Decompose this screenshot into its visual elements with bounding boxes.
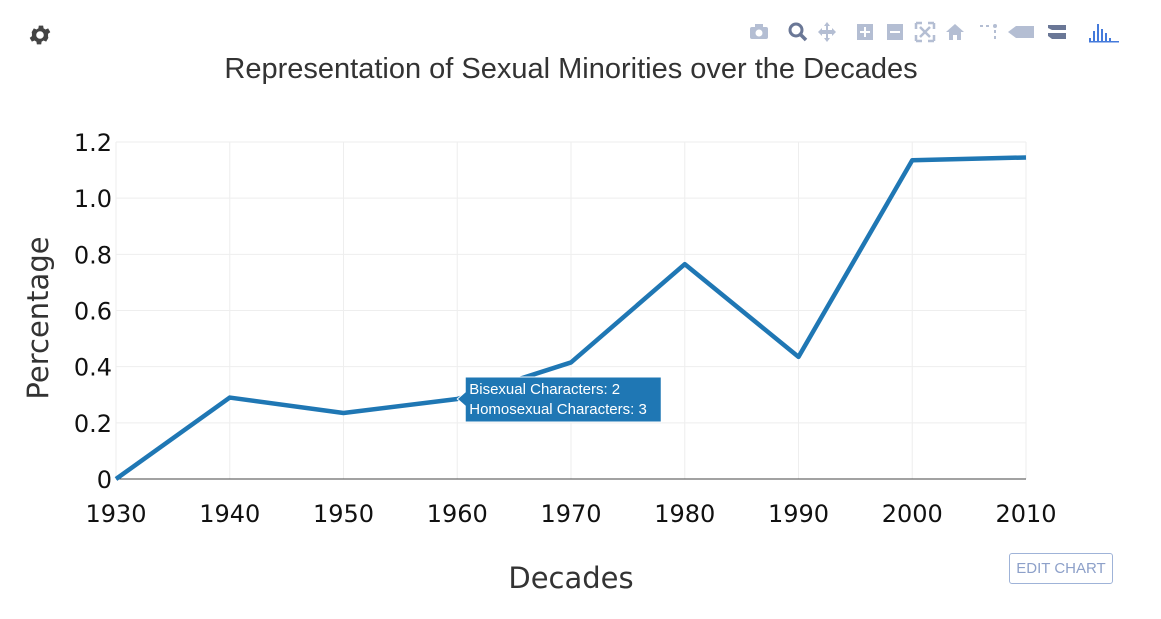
y-axis-ticks: 0 0.2 0.4 0.6 0.8 1.0 1.2 (74, 129, 112, 494)
toggle-spike-lines-button[interactable] (976, 18, 1002, 46)
grid (115, 141, 1027, 479)
modebar (744, 18, 1124, 46)
x-tick-label: 1960 (427, 500, 488, 528)
download-png-button[interactable] (746, 18, 772, 46)
autoscale-icon (914, 21, 936, 43)
x-tick-label: 1930 (85, 500, 146, 528)
camera-icon (750, 24, 768, 39)
x-tick-label: 1980 (654, 500, 715, 528)
x-axis-ticks: 1930 1940 1950 1960 1970 1980 1990 2000 2010 (85, 500, 1056, 528)
y-tick-label: 0.8 (74, 241, 112, 269)
spike-lines-icon (980, 24, 997, 39)
reset-axes-button[interactable] (942, 18, 968, 46)
x-axis-title: Decades (508, 561, 633, 595)
hover-compare-button[interactable] (1044, 18, 1078, 46)
hover-tooltip-line: Homosexual Characters: 3 (469, 401, 647, 418)
pan-button[interactable] (814, 18, 840, 46)
hover-tooltip-box (456, 376, 662, 423)
y-tick-label: 1.2 (74, 129, 112, 157)
edit-chart-button[interactable]: EDIT CHART (1009, 553, 1113, 584)
zoom-out-icon (887, 24, 903, 40)
hover-closest-icon (1008, 26, 1034, 38)
home-icon (946, 24, 964, 40)
chart-title: Representation of Sexual Minorities over… (224, 53, 917, 85)
autoscale-button[interactable] (912, 18, 938, 46)
plotly-logo-button[interactable] (1086, 18, 1120, 46)
series-layer (114, 155, 1027, 481)
y-tick-label: 0 (97, 466, 112, 494)
pan-icon (818, 22, 836, 42)
zoom-in-icon (857, 24, 873, 40)
y-tick-label: 1.0 (74, 185, 112, 213)
x-tick-label: 1940 (199, 500, 260, 528)
hover-tooltip-line: Bisexual Characters: 2 (469, 381, 620, 398)
hover-closest-button[interactable] (1006, 18, 1040, 46)
x-tick-label: 1990 (768, 500, 829, 528)
x-tick-label: 2000 (882, 500, 943, 528)
plotly-logo-icon (1089, 24, 1119, 43)
zoom-icon (788, 22, 808, 42)
y-tick-label: 0.4 (74, 354, 112, 382)
x-tick-label: 2010 (995, 500, 1056, 528)
y-axis-title: Percentage (21, 236, 55, 399)
zoom-out-button[interactable] (882, 18, 908, 46)
y-tick-label: 0.2 (74, 410, 112, 438)
hover-tooltip: Bisexual Characters: 2 Homosexual Charact… (456, 376, 662, 423)
settings-button[interactable] (27, 22, 53, 48)
gear-icon (29, 25, 51, 45)
zoom-button[interactable] (784, 18, 810, 46)
zoom-in-button[interactable] (852, 18, 878, 46)
hover-compare-icon (1048, 25, 1066, 39)
x-tick-label: 1970 (540, 500, 601, 528)
y-tick-label: 0.6 (74, 298, 112, 326)
x-tick-label: 1950 (313, 500, 374, 528)
